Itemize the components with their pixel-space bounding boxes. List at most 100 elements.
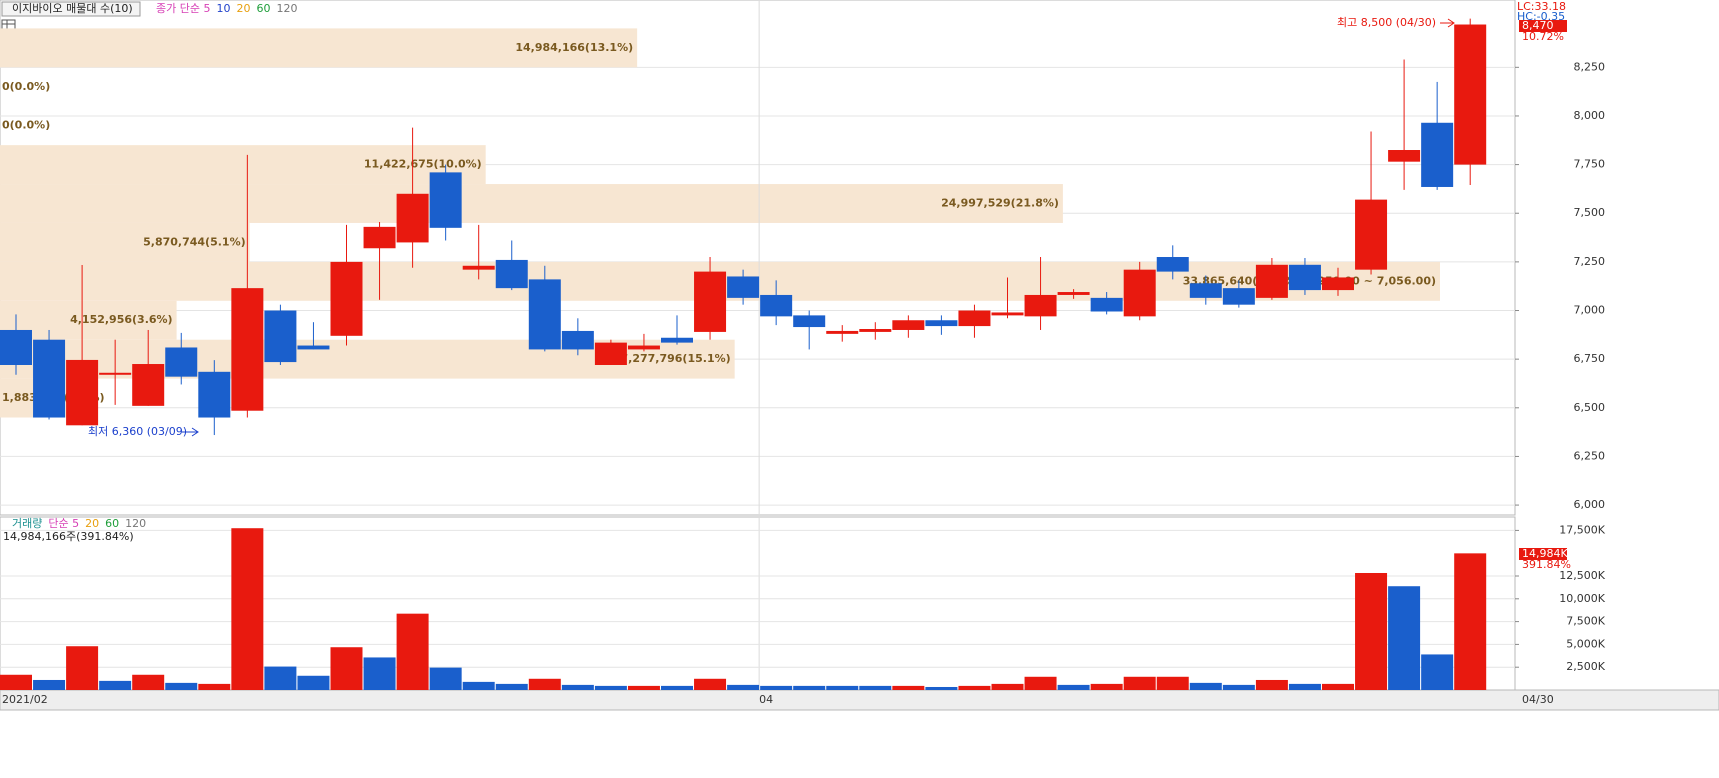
candle-body bbox=[231, 288, 264, 411]
volume-profile-label: 24,997,529(21.8%) bbox=[941, 197, 1059, 210]
high-arrow bbox=[1440, 18, 1455, 28]
y-tick-label: 5,000K bbox=[1566, 637, 1605, 650]
title-box[interactable] bbox=[1, 1, 141, 17]
volume-bar bbox=[1222, 684, 1255, 690]
volume-bar bbox=[1057, 684, 1090, 690]
volume-bar bbox=[1388, 586, 1421, 690]
candle-body bbox=[826, 330, 859, 334]
candle-body bbox=[627, 345, 660, 350]
volume-profile-band bbox=[0, 145, 486, 185]
volume-bar bbox=[1355, 572, 1388, 690]
volume-bar bbox=[429, 667, 462, 690]
volume-profile-label: 0(0.0%) bbox=[2, 119, 50, 132]
volume-bar bbox=[561, 684, 594, 690]
candle-body bbox=[462, 265, 495, 270]
chart-title: 이지바이오 매물대 수(10) bbox=[12, 2, 133, 15]
y-tick-label: 17,500K bbox=[1559, 523, 1605, 536]
legend-entry: 단순 5 bbox=[48, 517, 79, 530]
volume-bar bbox=[1123, 676, 1156, 690]
candle-body bbox=[594, 342, 627, 365]
volume-profile-band bbox=[0, 28, 638, 68]
x-tick-label: 04 bbox=[759, 693, 773, 706]
y-tick-label: 7,750 bbox=[1574, 158, 1606, 171]
y-tick-label: 7,500K bbox=[1566, 615, 1605, 628]
candle-body bbox=[727, 276, 760, 298]
y-tick-label: 6,750 bbox=[1574, 352, 1606, 365]
volume-bar bbox=[925, 686, 958, 690]
y-tick-label: 6,000 bbox=[1574, 498, 1606, 511]
volume-bar bbox=[958, 685, 991, 690]
volume-bar bbox=[99, 680, 132, 690]
y-tick-label: 8,000 bbox=[1574, 109, 1606, 122]
volume-bar bbox=[727, 684, 760, 690]
candle-body bbox=[991, 312, 1024, 316]
candle-body bbox=[1090, 297, 1123, 312]
volume-bar bbox=[1454, 553, 1487, 690]
y-tick-label: 6,250 bbox=[1574, 449, 1606, 462]
volume-bar bbox=[1189, 682, 1222, 690]
candle-body bbox=[1222, 288, 1255, 305]
candle-body bbox=[1355, 199, 1388, 270]
y-tick-label: 7,250 bbox=[1574, 255, 1606, 268]
volume-bar bbox=[991, 683, 1024, 690]
volume-bar bbox=[1421, 654, 1454, 690]
candle-body bbox=[165, 347, 198, 377]
volume-bar bbox=[1024, 676, 1057, 690]
legend-entry: 20 bbox=[85, 517, 99, 530]
volume-bar bbox=[1322, 683, 1354, 690]
candle-body bbox=[859, 329, 892, 332]
volume-bar bbox=[826, 685, 859, 690]
change-tag: 10.72% bbox=[1522, 30, 1564, 43]
x-tick-label: 2021/02 bbox=[2, 693, 48, 706]
volume-bar bbox=[0, 674, 32, 690]
volume-bar bbox=[1090, 683, 1123, 690]
legend-entry: 10 bbox=[216, 2, 230, 15]
volume-bar bbox=[330, 647, 363, 690]
candle-body bbox=[1156, 257, 1189, 272]
legend-entry: 거래량 bbox=[12, 517, 42, 530]
volume-bar bbox=[1255, 679, 1288, 690]
candle-body bbox=[760, 294, 793, 317]
volume-bar bbox=[627, 685, 660, 690]
candle-body bbox=[66, 359, 99, 426]
y-tick-label: 12,500K bbox=[1559, 569, 1605, 582]
y-tick-label: 7,500 bbox=[1574, 206, 1606, 219]
volume-profile-label: 14,984,166(13.1%) bbox=[515, 41, 633, 54]
price-tag: 8,470 bbox=[1522, 19, 1554, 32]
x-axis-strip bbox=[0, 689, 1719, 711]
volume-subtitle: 14,984,166주(391.84%) bbox=[3, 530, 134, 543]
candle-body bbox=[297, 345, 330, 350]
volume-bar bbox=[132, 674, 165, 690]
volume-tag-box bbox=[1519, 548, 1567, 560]
volume-bar bbox=[495, 683, 528, 690]
x-tick-label: 04/30 bbox=[1522, 693, 1554, 706]
volume-bar bbox=[396, 613, 429, 690]
candle-body bbox=[1388, 150, 1421, 162]
candle-body bbox=[925, 320, 958, 327]
y-tick-label: 8,250 bbox=[1574, 60, 1606, 73]
legend-entry: 120 bbox=[125, 517, 146, 530]
candle-body bbox=[1255, 264, 1288, 298]
candle-body bbox=[99, 372, 132, 375]
volume-bar bbox=[363, 657, 396, 690]
volume-profile-label: 5,870,744(5.1%) bbox=[143, 235, 246, 248]
candle-body bbox=[132, 364, 165, 406]
volume-bar bbox=[297, 675, 330, 690]
candle-body bbox=[1123, 269, 1156, 317]
y-tick-label: 7,000 bbox=[1574, 304, 1606, 317]
low-annotation: 최저 6,360 (03/09) bbox=[88, 425, 187, 438]
y-tick-label: 2,500K bbox=[1566, 660, 1605, 673]
volume-bar bbox=[33, 679, 66, 690]
high-annotation: 최고 8,500 (04/30) bbox=[1337, 16, 1436, 29]
candle-body bbox=[1057, 292, 1090, 295]
volume-bar bbox=[760, 685, 793, 690]
legend-entry: 20 bbox=[236, 2, 250, 15]
volume-bar bbox=[462, 681, 495, 690]
price-tag-box bbox=[1519, 20, 1567, 32]
candle-body bbox=[528, 279, 561, 350]
candle-body bbox=[1454, 24, 1487, 165]
volume-bar bbox=[859, 685, 892, 690]
candle-body bbox=[561, 330, 594, 350]
volume-profile-label: 17,277,796(15.1%) bbox=[613, 352, 731, 365]
